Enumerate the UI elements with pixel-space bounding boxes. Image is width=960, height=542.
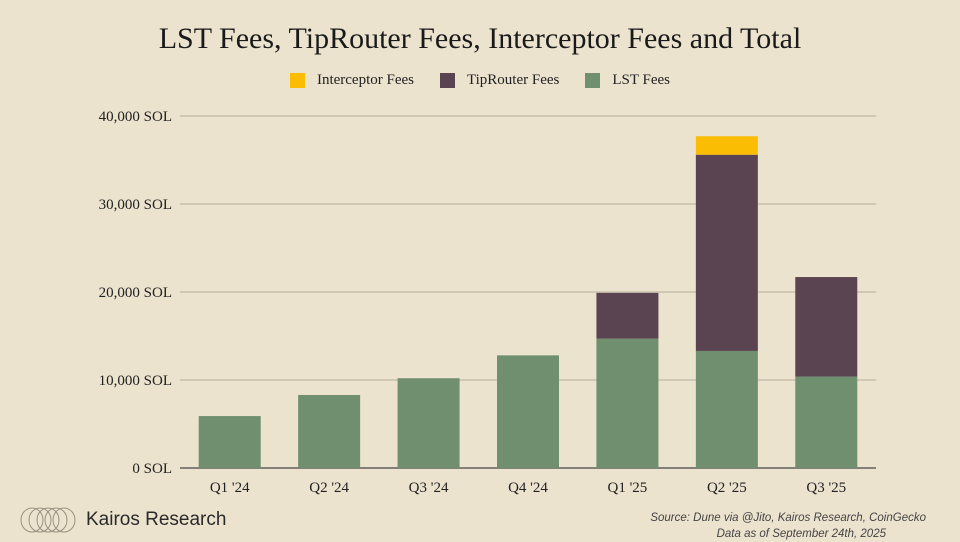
- data-date-line: Data as of September 24th, 2025: [716, 528, 886, 540]
- legend-label-lst: LST Fees: [612, 72, 671, 88]
- legend-item-tiprouter: TipRouter Fees: [440, 72, 559, 89]
- brand-name: Kairos Research: [86, 509, 227, 530]
- chart-title: LST Fees, TipRouter Fees, Interceptor Fe…: [158, 22, 802, 55]
- kairos-logo-icon: [20, 507, 76, 533]
- legend-swatch-interceptor: [289, 73, 305, 88]
- legend-swatch-tiprouter: [440, 73, 455, 88]
- x-tick-label: Q2 '24: [309, 480, 349, 496]
- bar-lst-fees: [198, 416, 261, 468]
- x-tick-label: Q2 '25: [707, 480, 747, 496]
- x-tick-label: Q4 '24: [508, 480, 548, 496]
- bar-lst-fees: [497, 355, 559, 468]
- legend-item-interceptor: Interceptor Fees: [289, 72, 414, 89]
- bar-lst-fees: [596, 338, 659, 468]
- x-tick-label: Q3 '24: [409, 480, 449, 496]
- legend-label-interceptor: Interceptor Fees: [316, 72, 414, 88]
- legend-item-lst: LST Fees: [585, 72, 670, 89]
- bar-lst-fees: [397, 378, 460, 468]
- y-tick-label: 0 SOL: [132, 461, 172, 477]
- bar-lst-fees: [795, 376, 858, 468]
- legend-label-tiprouter: TipRouter Fees: [467, 72, 560, 88]
- x-tick-label: Q1 '24: [210, 480, 250, 496]
- y-tick-label: 10,000 SOL: [99, 373, 172, 389]
- bar-tiprouter-fees: [795, 277, 858, 377]
- y-tick-label: 20,000 SOL: [99, 285, 172, 301]
- y-tick-label: 30,000 SOL: [99, 197, 172, 213]
- bar-interceptor-fees: [695, 136, 758, 155]
- x-tick-label: Q3 '25: [806, 480, 846, 496]
- source-line: Source: Dune via @Jito, Kairos Research,…: [650, 512, 926, 524]
- bar-tiprouter-fees: [695, 154, 758, 351]
- brand: Kairos Research: [18, 506, 226, 534]
- x-tick-label: Q1 '25: [608, 480, 648, 496]
- legend-swatch-lst: [585, 73, 601, 88]
- y-tick-label: 40,000 SOL: [99, 109, 172, 125]
- chart-legend: Interceptor Fees TipRouter Fees LST Fees: [0, 72, 960, 89]
- bar-lst-fees: [298, 394, 361, 468]
- source-note: Source: Dune via @Jito, Kairos Research,…: [650, 510, 926, 542]
- bar-tiprouter-fees: [596, 292, 659, 339]
- bar-lst-fees: [695, 350, 758, 468]
